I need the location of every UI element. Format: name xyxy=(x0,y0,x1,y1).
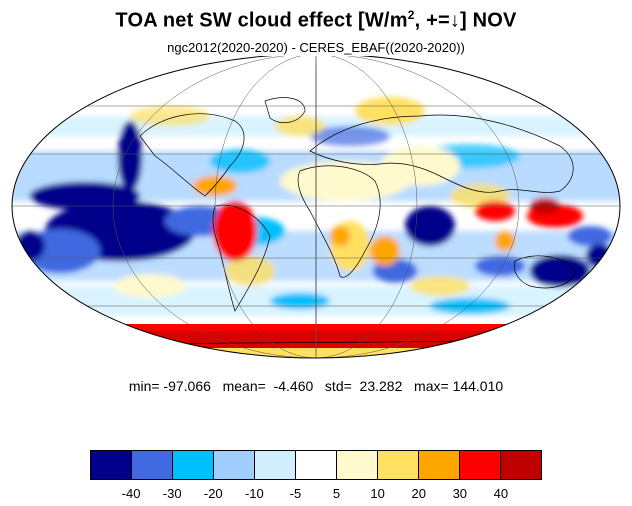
colorbar-box xyxy=(214,451,255,479)
colorbar-box xyxy=(296,451,337,479)
colorbar-tick-label: -5 xyxy=(289,486,302,501)
title-main: TOA net SW cloud effect [W/m xyxy=(115,9,408,32)
colorbar-tick-label: 10 xyxy=(370,486,385,501)
colorbar xyxy=(90,450,542,480)
colorbar-tick-label: -10 xyxy=(244,486,264,501)
colorbar-box xyxy=(501,451,541,479)
colorbar-labels: -40 -30 -20 -10 -5 5 10 20 30 40 xyxy=(90,486,542,504)
plot-title: TOA net SW cloud effect [W/m2, +=↓] NOV xyxy=(0,8,632,33)
colorbar-tick-label: 20 xyxy=(411,486,426,501)
colorbar-tick-label: -20 xyxy=(203,486,223,501)
colorbar-tick-label: -30 xyxy=(162,486,182,501)
colorbar-box xyxy=(132,451,173,479)
colorbar-tick-label: 40 xyxy=(493,486,509,501)
summary-statistics: min= -97.066 mean= -4.460 std= 23.282 ma… xyxy=(128,378,504,394)
colorbar-box xyxy=(460,451,501,479)
graticule xyxy=(12,56,620,358)
colorbar-tick-label: -40 xyxy=(121,486,141,501)
globe-outline xyxy=(11,56,621,359)
colorbar-box xyxy=(378,451,419,479)
title-rest: , +=↓] NOV xyxy=(414,9,517,32)
world-map xyxy=(11,56,621,359)
colorbar-box xyxy=(337,451,378,479)
colorbar-box xyxy=(255,451,296,479)
colorbar-box xyxy=(173,451,214,479)
colorbar-tick-label: 30 xyxy=(452,486,468,501)
colorbar-tick-label: 5 xyxy=(332,486,341,501)
title-superscript: 2 xyxy=(407,8,415,22)
colorbar-box xyxy=(419,451,460,479)
colorbar-box xyxy=(91,451,132,479)
plot-subtitle: ngc2012(2020-2020) - CERES_EBAF((2020-20… xyxy=(167,40,465,55)
